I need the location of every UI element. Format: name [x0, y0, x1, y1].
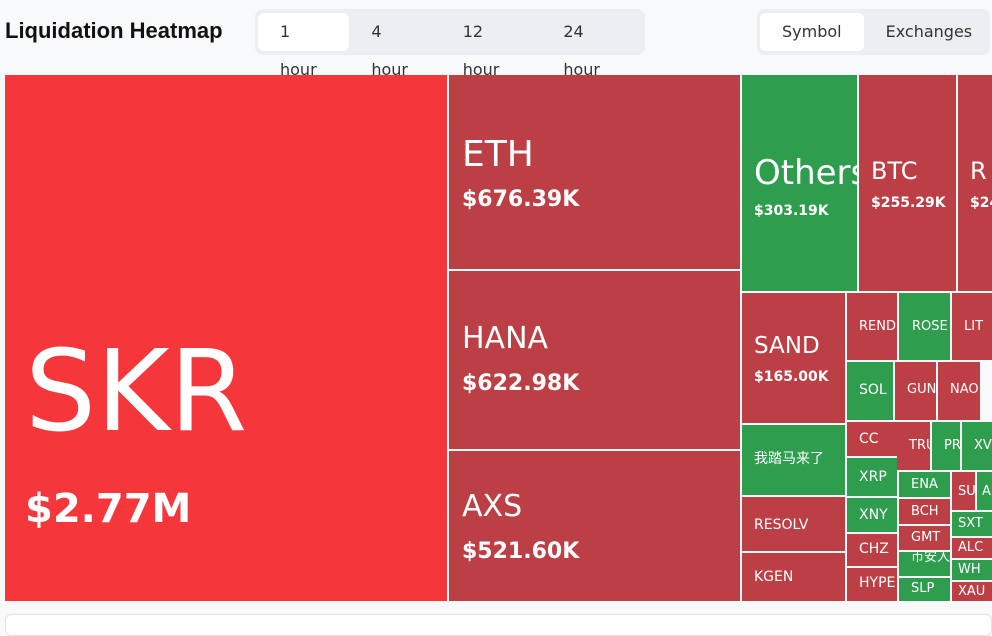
tile-label: CC — [859, 431, 879, 447]
tile-label: SOL — [859, 382, 887, 398]
heatmap-tile[interactable]: SKR $2.77M — [5, 75, 447, 601]
tile-label: XNY — [859, 507, 888, 523]
tile-label: HYPE — [859, 575, 896, 591]
tile-label: TRU — [909, 438, 930, 453]
tab[interactable]: 12 hour — [462, 22, 500, 79]
tile-value: $255.29K — [871, 195, 946, 211]
heatmap-tile[interactable]: WH — [952, 560, 992, 580]
heatmap-tile[interactable]: SAND $165.00K — [742, 293, 845, 423]
heatmap-tile[interactable]: SXT — [952, 512, 992, 536]
tile-label: KGEN — [754, 569, 794, 585]
heatmap-tile[interactable]: SOL — [847, 362, 893, 420]
view-tabs: Symbol Exchanges — [757, 9, 990, 55]
tile-label: 币安人生 — [911, 552, 950, 565]
tile-label: GMT — [911, 530, 941, 545]
tile-label: BCH — [911, 504, 939, 519]
tile-value: $676.39K — [462, 187, 580, 212]
heatmap-tile[interactable]: ENA — [899, 472, 950, 497]
tile-label: ENA — [911, 477, 938, 492]
heatmap-tile[interactable]: TRU — [897, 422, 930, 470]
tile-label: HANA — [462, 321, 549, 356]
heatmap-tile[interactable]: XAU — [952, 582, 992, 601]
panel — [5, 614, 992, 636]
tile-label: XRP — [859, 469, 887, 485]
tile-value: $521.60K — [462, 539, 580, 564]
heatmap-tile[interactable]: KGEN — [742, 553, 845, 601]
heatmap-tile[interactable]: XRP — [847, 458, 897, 496]
tile-label: NAO — [950, 382, 979, 397]
heatmap-tile[interactable]: BCH — [899, 499, 950, 524]
heatmap-tile[interactable]: AXS $521.60K — [449, 451, 740, 601]
heatmap-tile[interactable]: XNY — [847, 498, 897, 532]
time-tabs: 1 hour 4 hour 12 hour 24 hour — [255, 9, 645, 79]
tile-label: 我踏马来了 — [754, 451, 824, 467]
tile-label: ALC — [958, 540, 984, 555]
tab[interactable]: Exchanges — [885, 22, 973, 41]
tile-label: AXS — [462, 489, 523, 524]
heatmap-tile[interactable]: HYPE — [847, 568, 897, 601]
tile-value: $165.00K — [754, 369, 829, 385]
heatmap-tile[interactable]: RESOLV — [742, 497, 845, 551]
heatmap-tile[interactable]: GMT — [899, 526, 950, 550]
heatmap-tile[interactable]: Others $303.19K — [742, 75, 857, 291]
tile-label: SKR — [25, 327, 248, 457]
tile-label: RESOLV — [754, 517, 809, 533]
heatmap-tile[interactable]: LIT — [952, 293, 992, 360]
heatmap-tile[interactable]: 我踏马来了 — [742, 425, 845, 495]
heatmap-tile[interactable]: REND — [847, 293, 897, 360]
tile-label: SU — [958, 484, 975, 499]
tile-label: REND — [859, 319, 896, 334]
tile-label: XV — [974, 438, 992, 453]
tile-value: $622.98K — [462, 371, 580, 396]
heatmap-tile[interactable]: ROSE — [899, 293, 950, 360]
tile-label: Others — [754, 153, 857, 193]
tile-label: CHZ — [859, 541, 889, 557]
tile-label: BTC — [871, 157, 918, 185]
tile-value: $24 — [970, 195, 992, 211]
tile-label: R — [970, 157, 987, 185]
heatmap-tile[interactable]: BTC $255.29K — [859, 75, 956, 291]
tile-label: SAND — [754, 333, 820, 359]
tile-label: LIT — [964, 319, 984, 334]
tile-label: SXT — [958, 516, 983, 531]
tile-value: $303.19K — [754, 203, 829, 219]
tab[interactable]: 1 hour — [258, 13, 350, 79]
heatmap-tile[interactable]: 币安人生 — [899, 552, 950, 576]
heatmap-tile[interactable]: R $24 — [958, 75, 992, 291]
heatmap-tile[interactable]: PR — [932, 422, 960, 470]
heatmap-tile[interactable]: HANA $622.98K — [449, 271, 740, 449]
heatmap-tile[interactable]: SU — [952, 472, 975, 510]
heatmap-tile[interactable]: NAO — [938, 362, 980, 420]
heatmap-tile[interactable]: A — [977, 472, 992, 510]
tile-label: GUN — [907, 382, 936, 397]
tile-label: PR — [944, 438, 960, 453]
tile-value: $2.77M — [25, 486, 192, 532]
tile-label: ETH — [462, 134, 534, 175]
heatmap-tile[interactable]: CC — [847, 422, 897, 456]
tile-label: ROSE — [912, 319, 948, 334]
heatmap-tile[interactable]: XV — [962, 422, 992, 470]
heatmap-tile[interactable]: CHZ — [847, 534, 897, 566]
tile-label: SLP — [911, 581, 935, 596]
tab[interactable]: 4 hour — [371, 22, 409, 79]
tile-label: WH — [958, 562, 981, 577]
page-title: Liquidation Heatmap — [5, 18, 223, 43]
heatmap-tile[interactable]: SLP — [899, 578, 950, 601]
tab[interactable]: Symbol — [760, 13, 864, 51]
tab[interactable]: 24 hour — [563, 22, 601, 79]
tile-label: XAU — [958, 584, 986, 599]
heatmap-tile[interactable]: GUN — [895, 362, 936, 420]
heatmap-tile[interactable]: ETH $676.39K — [449, 75, 740, 269]
heatmap-tile[interactable]: ALC — [952, 538, 992, 558]
tile-label: A — [982, 484, 991, 499]
